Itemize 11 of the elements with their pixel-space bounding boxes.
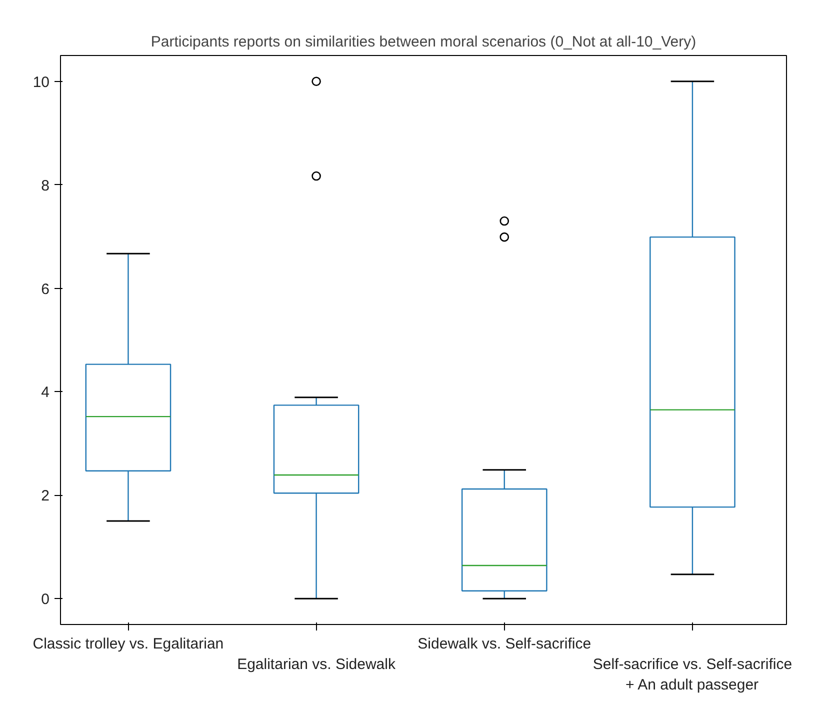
y-tick-label: 4 (41, 384, 50, 402)
y-tick-label: 0 (41, 591, 50, 608)
y-tick-label: 2 (41, 488, 50, 505)
y-tick-label: 8 (41, 177, 50, 194)
chart-title: Participants reports on similarities between moral scenarios (0_Not at all-10_Very) (150, 34, 696, 50)
x-tick-label: Sidewalk vs. Self-sacrifice (418, 636, 592, 652)
x-tick-label: Egalitarian vs. Sidewalk (237, 656, 396, 673)
x-tick-label: Self-sacrifice vs. Self-sacrifice + An adult passeger (592, 656, 792, 694)
y-tick-label: 6 (41, 280, 50, 298)
y-tick-label: 10 (32, 74, 50, 91)
x-tick-label: Classic trolley vs. Egalitarian (32, 636, 224, 652)
